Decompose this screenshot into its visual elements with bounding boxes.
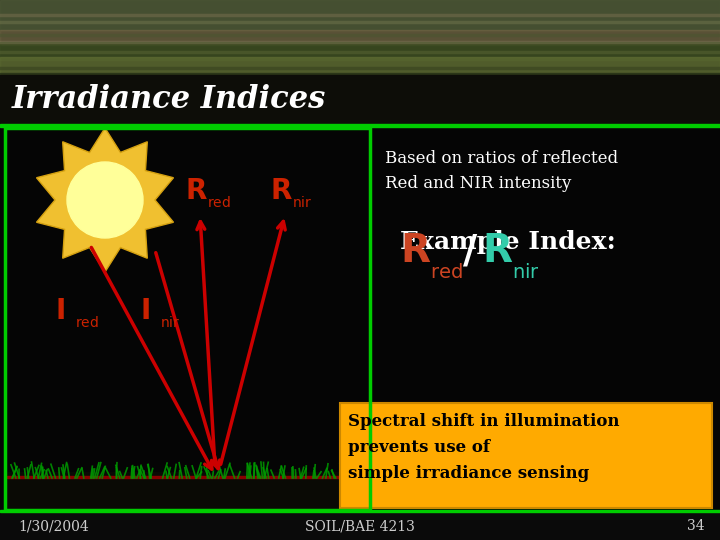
Text: $\mathbf{R}$: $\mathbf{R}$ [400, 233, 431, 270]
Text: $\mathrm{nir}$: $\mathrm{nir}$ [512, 263, 540, 282]
Text: $\mathbf{R}$: $\mathbf{R}$ [482, 233, 513, 270]
Text: Example Index:: Example Index: [400, 230, 616, 254]
Text: $\mathbf{I}$: $\mathbf{I}$ [55, 298, 65, 325]
Text: $\mathbf{R}$: $\mathbf{R}$ [185, 178, 208, 205]
Text: $\mathbf{I}$: $\mathbf{I}$ [140, 298, 150, 325]
Bar [340, 403, 712, 508]
Bar [5, 128, 370, 510]
Bar [7, 476, 369, 478]
Bar [0, 510, 720, 512]
Bar [0, 57, 720, 75]
Text: /: / [463, 232, 477, 270]
Text: 34: 34 [688, 519, 705, 533]
Bar [0, 126, 720, 512]
Bar [0, 0, 720, 90]
Bar [0, 30, 720, 45]
Text: Based on ratios of reflected
Red and NIR intensity: Based on ratios of reflected Red and NIR… [385, 150, 618, 192]
Polygon shape [37, 128, 174, 272]
Bar [0, 510, 720, 540]
Text: $\mathrm{red}$: $\mathrm{red}$ [75, 315, 99, 330]
Text: $\mathrm{nir}$: $\mathrm{nir}$ [292, 195, 312, 210]
Bar [7, 472, 369, 510]
Text: $\mathrm{red}$: $\mathrm{red}$ [430, 263, 463, 282]
Bar [0, 75, 720, 125]
Circle shape [67, 162, 143, 238]
Text: SOIL/BAE 4213: SOIL/BAE 4213 [305, 519, 415, 533]
Text: $\mathrm{red}$: $\mathrm{red}$ [207, 195, 231, 210]
Text: Spectral shift in illumination
prevents use of
simple irradiance sensing: Spectral shift in illumination prevents … [348, 413, 619, 482]
Bar [0, 124, 720, 127]
Bar [0, 0, 720, 30]
Text: $\mathrm{nir}$: $\mathrm{nir}$ [160, 315, 181, 330]
Text: 1/30/2004: 1/30/2004 [18, 519, 89, 533]
Bar [0, 73, 720, 88]
Bar [0, 42, 720, 60]
Text: Irradiance Indices: Irradiance Indices [12, 84, 326, 116]
Text: $\mathbf{R}$: $\mathbf{R}$ [270, 178, 293, 205]
